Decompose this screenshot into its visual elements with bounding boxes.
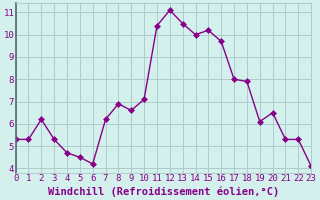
X-axis label: Windchill (Refroidissement éolien,°C): Windchill (Refroidissement éolien,°C) [48, 186, 279, 197]
